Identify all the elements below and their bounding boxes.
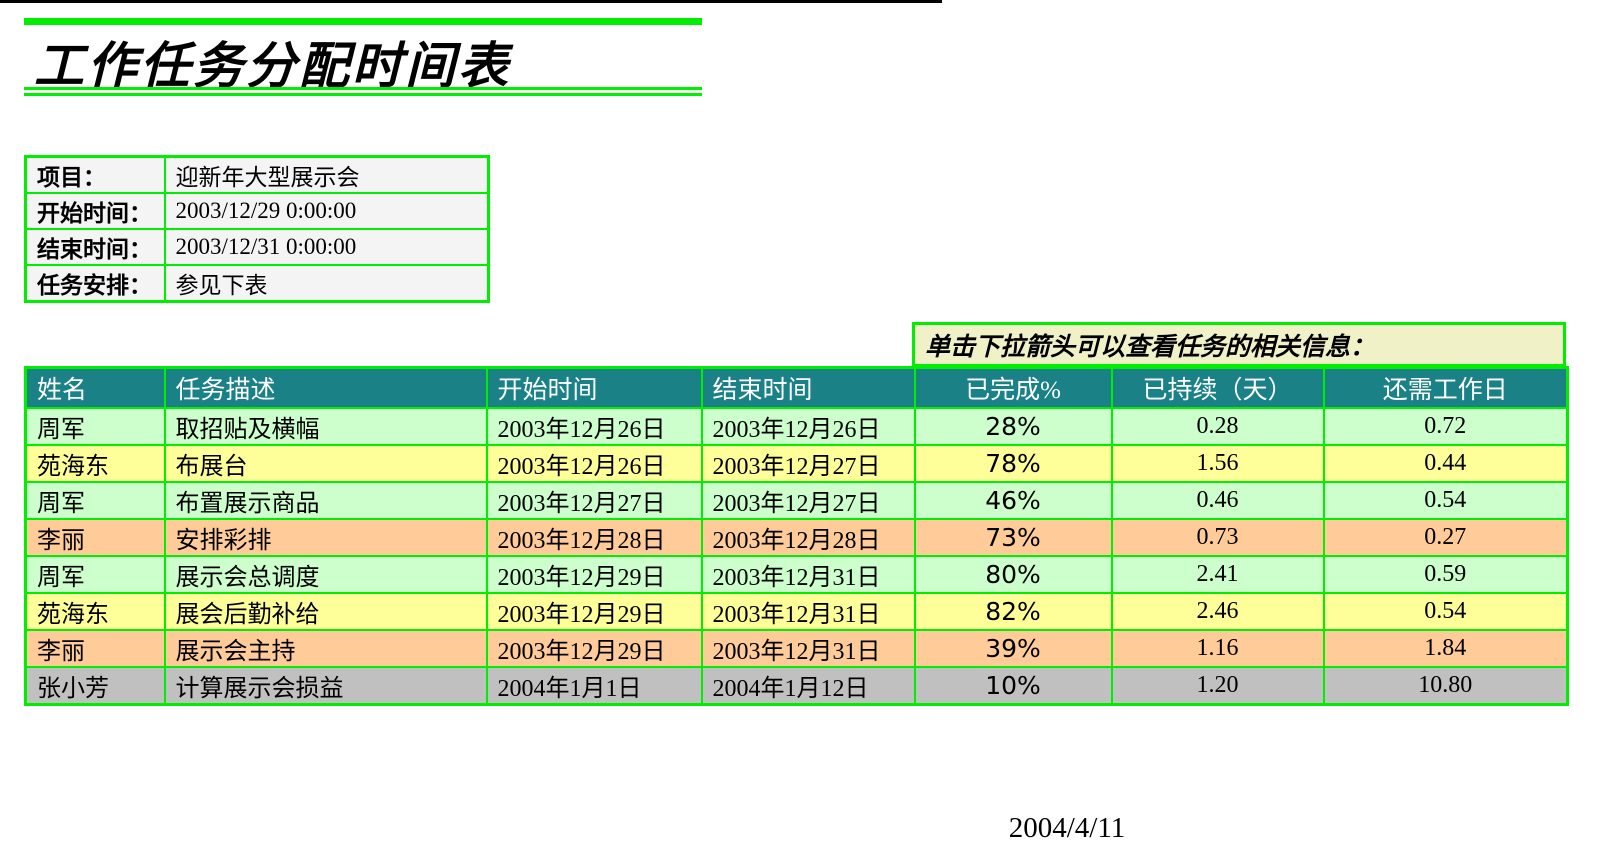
project-info-table-body: 项目： 迎新年大型展示会 开始时间： 2003/12/29 0:00:00 结束时间： 2…: [25, 155, 489, 303]
task-row: 周军 布置展示商品 2003年12月27日 2003年12月27日 46% 0.46 0.5…: [24, 480, 1569, 520]
task-row: 周军 展示会总调度 2003年12月29日 2003年12月31日 80% 2.41 0.5…: [24, 554, 1569, 594]
column-header: 还需工作日: [1322, 366, 1569, 409]
info-label: 任务安排：: [25, 264, 166, 303]
task-cell-percent: 10%: [913, 665, 1113, 705]
task-cell-start: 2003年12月29日: [485, 591, 703, 631]
task-cell-task: 取招贴及横幅: [163, 406, 488, 446]
task-cell-name: 周军: [24, 406, 166, 446]
task-cell-percent: 80%: [913, 554, 1113, 594]
task-table-header-row: 姓名 任务描述 开始时间 结束时间 已完成% 已持续（天） 还需工作日: [24, 366, 1569, 409]
task-cell-elapsed: 0.73: [1110, 517, 1325, 557]
task-cell-end: 2004年1月12日: [700, 665, 916, 705]
column-header: 已完成%: [913, 366, 1113, 409]
info-label: 开始时间：: [25, 192, 166, 230]
task-cell-start: 2003年12月27日: [485, 480, 703, 520]
task-cell-elapsed: 1.20: [1110, 665, 1325, 705]
task-cell-start: 2004年1月1日: [485, 665, 703, 705]
task-cell-percent: 28%: [913, 406, 1113, 446]
info-value: 2003/12/31 0:00:00: [164, 228, 489, 266]
task-cell-task: 安排彩排: [163, 517, 488, 557]
task-row: 李丽 展示会主持 2003年12月29日 2003年12月31日 39% 1.16 1.84: [24, 628, 1569, 668]
info-row: 结束时间： 2003/12/31 0:00:00: [25, 228, 489, 266]
info-label: 结束时间：: [25, 228, 166, 266]
task-row: 张小芳 计算展示会损益 2004年1月1日 2004年1月12日 10% 1.20 10.8…: [24, 665, 1569, 705]
task-cell-task: 布置展示商品: [163, 480, 488, 520]
info-row: 项目： 迎新年大型展示会: [25, 155, 489, 194]
task-cell-end: 2003年12月28日: [700, 517, 916, 557]
task-cell-start: 2003年12月28日: [485, 517, 703, 557]
info-label: 项目：: [25, 155, 166, 194]
title-green-bar: [24, 18, 702, 25]
task-cell-name: 周军: [24, 554, 166, 594]
task-cell-task: 展会后勤补给: [163, 591, 488, 631]
top-black-rule: [0, 0, 942, 3]
task-cell-task: 布展台: [163, 443, 488, 483]
task-cell-end: 2003年12月27日: [700, 443, 916, 483]
footer-date: 2004/4/11: [1008, 812, 1126, 844]
column-header: 开始时间: [485, 366, 703, 409]
task-cell-task: 展示会总调度: [163, 554, 488, 594]
info-value: 2003/12/29 0:00:00: [164, 192, 489, 230]
task-cell-remaining: 0.54: [1322, 591, 1569, 631]
task-cell-remaining: 0.72: [1322, 406, 1569, 446]
task-cell-elapsed: 2.41: [1110, 554, 1325, 594]
column-header: 姓名: [24, 366, 166, 409]
task-cell-start: 2003年12月26日: [485, 443, 703, 483]
task-cell-remaining: 0.44: [1322, 443, 1569, 483]
task-cell-name: 张小芳: [24, 665, 166, 705]
info-value: 迎新年大型展示会: [164, 155, 489, 194]
filter-hint-text: 单击下拉箭头可以查看任务的相关信息：: [925, 333, 1376, 361]
task-cell-remaining: 0.54: [1322, 480, 1569, 520]
task-cell-remaining: 0.59: [1322, 554, 1569, 594]
task-cell-name: 李丽: [24, 517, 166, 557]
info-row: 任务安排： 参见下表: [25, 264, 489, 303]
project-info-table: 项目： 迎新年大型展示会 开始时间： 2003/12/29 0:00:00 结束时间： 2…: [24, 155, 490, 303]
title-double-underline: [24, 87, 702, 96]
task-cell-percent: 73%: [913, 517, 1113, 557]
task-cell-end: 2003年12月31日: [700, 554, 916, 594]
task-cell-name: 苑海东: [24, 443, 166, 483]
task-cell-start: 2003年12月29日: [485, 628, 703, 668]
task-cell-end: 2003年12月27日: [700, 480, 916, 520]
task-row: 苑海东 布展台 2003年12月26日 2003年12月27日 78% 1.56 0.44: [24, 443, 1569, 483]
task-table-body: 周军 取招贴及横幅 2003年12月26日 2003年12月26日 28% 0.28 0.7…: [24, 406, 1569, 705]
task-cell-task: 计算展示会损益: [163, 665, 488, 705]
task-row: 李丽 安排彩排 2003年12月28日 2003年12月28日 73% 0.73 0.27: [24, 517, 1569, 557]
column-header: 已持续（天）: [1110, 366, 1325, 409]
task-cell-end: 2003年12月31日: [700, 628, 916, 668]
task-cell-start: 2003年12月29日: [485, 554, 703, 594]
task-cell-elapsed: 1.16: [1110, 628, 1325, 668]
task-cell-remaining: 0.27: [1322, 517, 1569, 557]
task-cell-percent: 46%: [913, 480, 1113, 520]
task-cell-elapsed: 2.46: [1110, 591, 1325, 631]
filter-hint-note: 单击下拉箭头可以查看任务的相关信息：: [912, 322, 1566, 367]
task-cell-name: 李丽: [24, 628, 166, 668]
task-cell-remaining: 10.80: [1322, 665, 1569, 705]
task-cell-percent: 39%: [913, 628, 1113, 668]
task-cell-elapsed: 0.28: [1110, 406, 1325, 446]
column-header: 结束时间: [700, 366, 916, 409]
task-row: 周军 取招贴及横幅 2003年12月26日 2003年12月26日 28% 0.28 0.7…: [24, 406, 1569, 446]
task-cell-task: 展示会主持: [163, 628, 488, 668]
page-title: 工作任务分配时间表: [34, 38, 511, 94]
task-cell-percent: 82%: [913, 591, 1113, 631]
task-row: 苑海东 展会后勤补给 2003年12月29日 2003年12月31日 82% 2.46 0.…: [24, 591, 1569, 631]
task-cell-percent: 78%: [913, 443, 1113, 483]
task-cell-start: 2003年12月26日: [485, 406, 703, 446]
task-cell-elapsed: 0.46: [1110, 480, 1325, 520]
task-cell-end: 2003年12月26日: [700, 406, 916, 446]
task-cell-name: 周军: [24, 480, 166, 520]
task-table: 姓名 任务描述 开始时间 结束时间 已完成% 已持续（天） 还需工作日 周军 取招贴及横幅 20…: [24, 366, 1569, 706]
column-header: 任务描述: [163, 366, 488, 409]
task-cell-elapsed: 1.56: [1110, 443, 1325, 483]
info-value: 参见下表: [164, 264, 489, 303]
task-cell-name: 苑海东: [24, 591, 166, 631]
task-cell-remaining: 1.84: [1322, 628, 1569, 668]
task-cell-end: 2003年12月31日: [700, 591, 916, 631]
info-row: 开始时间： 2003/12/29 0:00:00: [25, 192, 489, 230]
